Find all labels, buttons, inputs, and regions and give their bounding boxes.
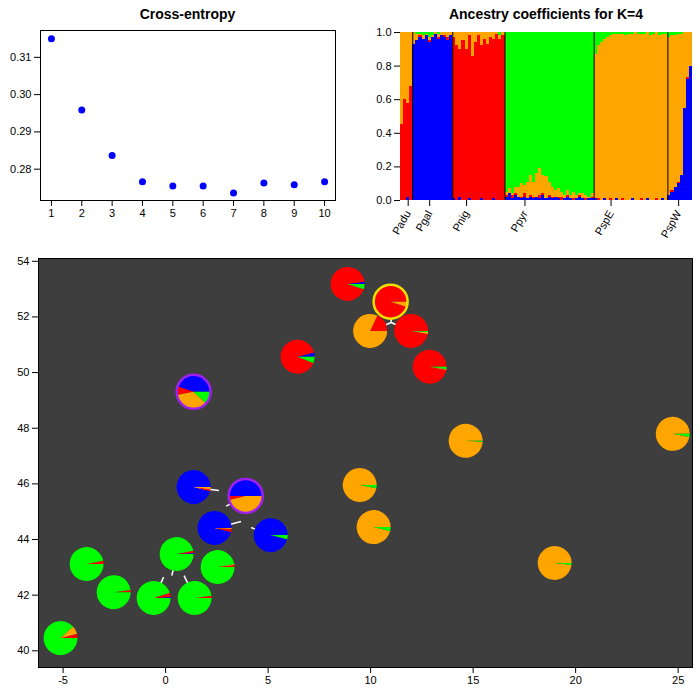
svg-text:10: 10 bbox=[365, 674, 377, 686]
svg-text:0.28: 0.28 bbox=[10, 163, 31, 175]
svg-text:54: 54 bbox=[17, 255, 29, 267]
svg-text:0.31: 0.31 bbox=[10, 51, 31, 63]
svg-text:10: 10 bbox=[318, 207, 330, 219]
svg-text:50: 50 bbox=[17, 366, 29, 378]
svg-text:52: 52 bbox=[17, 310, 29, 322]
svg-text:0.8: 0.8 bbox=[376, 60, 391, 72]
svg-text:0.2: 0.2 bbox=[376, 160, 391, 172]
svg-text:7: 7 bbox=[230, 207, 236, 219]
html-text:Ancestry coefficients for K=4: Ancestry coefficients for K=4 bbox=[448, 6, 644, 22]
html-text:Cross-entropy: Cross-entropy bbox=[139, 6, 236, 22]
svg-text:5: 5 bbox=[265, 674, 271, 686]
svg-text:4: 4 bbox=[139, 207, 145, 219]
svg-text:6: 6 bbox=[200, 207, 206, 219]
svg-text:1.0: 1.0 bbox=[376, 26, 391, 38]
svg-text:44: 44 bbox=[17, 533, 29, 545]
svg-text:0.4: 0.4 bbox=[376, 127, 391, 139]
svg-text:42: 42 bbox=[17, 589, 29, 601]
svg-text:0.0: 0.0 bbox=[376, 194, 391, 206]
svg-text:Ppyr: Ppyr bbox=[508, 208, 530, 234]
svg-text:46: 46 bbox=[17, 477, 29, 489]
svg-text:5: 5 bbox=[170, 207, 176, 219]
svg-text:20: 20 bbox=[570, 674, 582, 686]
svg-text:40: 40 bbox=[17, 644, 29, 656]
svg-text:8: 8 bbox=[261, 207, 267, 219]
svg-text:1: 1 bbox=[48, 207, 54, 219]
svg-text:0: 0 bbox=[163, 674, 169, 686]
svg-text:15: 15 bbox=[467, 674, 479, 686]
svg-text:PspW: PspW bbox=[658, 208, 683, 240]
svg-text:3: 3 bbox=[109, 207, 115, 219]
svg-text:0.30: 0.30 bbox=[10, 88, 31, 100]
svg-text:PspE: PspE bbox=[592, 208, 616, 237]
svg-text:0.29: 0.29 bbox=[10, 125, 31, 137]
svg-text:2: 2 bbox=[79, 207, 85, 219]
svg-text:Pnig: Pnig bbox=[450, 208, 471, 233]
svg-text:48: 48 bbox=[17, 422, 29, 434]
svg-text:-5: -5 bbox=[58, 674, 68, 686]
svg-text:Pgal: Pgal bbox=[413, 208, 434, 233]
svg-text:0.6: 0.6 bbox=[376, 93, 391, 105]
svg-text:25: 25 bbox=[672, 674, 684, 686]
svg-text:9: 9 bbox=[291, 207, 297, 219]
svg-text:Padu: Padu bbox=[390, 208, 413, 236]
